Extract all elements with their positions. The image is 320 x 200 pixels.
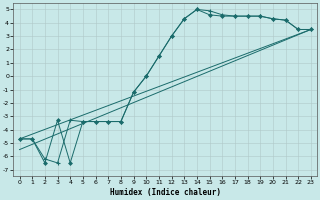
X-axis label: Humidex (Indice chaleur): Humidex (Indice chaleur) [110, 188, 221, 197]
